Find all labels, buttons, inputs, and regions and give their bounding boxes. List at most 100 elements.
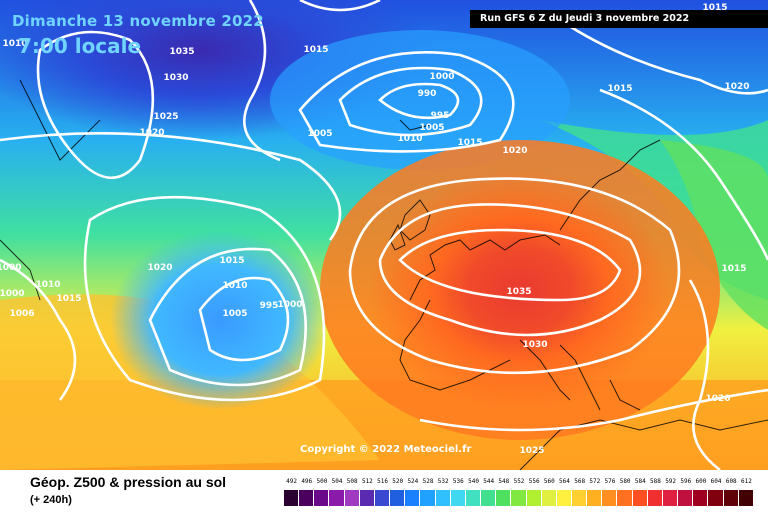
pressure-label: 1015 — [702, 3, 728, 13]
legend-value: 552 — [513, 478, 525, 485]
run-info: Run GFS 6 Z du Jeudi 3 novembre 2022 — [470, 10, 768, 28]
legend-swatch — [647, 490, 663, 506]
color-legend: 492 496 500 504 508 512 516 520 524 528 532 536 540 5… — [284, 478, 754, 512]
pressure-label: 1015 — [303, 45, 329, 55]
pressure-label: 1005 — [307, 129, 333, 139]
legend-value: 520 — [392, 478, 404, 485]
legend-swatch — [359, 490, 375, 506]
legend-swatch — [314, 490, 330, 506]
legend-value: 544 — [483, 478, 495, 485]
legend-swatch — [390, 490, 406, 506]
legend-swatch — [299, 490, 315, 506]
pressure-label: 1000 — [429, 72, 455, 82]
pressure-label: 1025 — [519, 446, 545, 456]
legend-value: 596 — [680, 478, 692, 485]
legend-value: 548 — [498, 478, 510, 485]
pressure-label: 1015 — [457, 138, 483, 148]
legend-swatch — [541, 490, 557, 506]
legend-value: 528 — [422, 478, 434, 485]
legend-value: 584 — [634, 478, 646, 485]
pressure-label: 1020 — [139, 128, 165, 138]
pressure-label: 1015 — [607, 84, 633, 94]
pressure-label: 1015 — [721, 264, 747, 274]
legend-swatch — [511, 490, 527, 506]
legend-swatch — [617, 490, 633, 506]
pressure-label: 1015 — [56, 294, 82, 304]
pressure-label: 1000 — [0, 289, 25, 299]
pressure-label: 1035 — [506, 287, 532, 297]
pressure-label: 1020 — [705, 394, 731, 404]
legend-swatch — [465, 490, 482, 506]
legend-value: 600 — [695, 478, 707, 485]
legend-swatch — [435, 490, 451, 506]
pressure-label: 1020 — [502, 146, 528, 156]
pressure-label: 1020 — [724, 82, 750, 92]
pressure-label: 1006 — [9, 309, 35, 319]
legend-value: 560 — [543, 478, 555, 485]
legend-value: 612 — [740, 478, 752, 485]
legend-swatch — [420, 490, 436, 506]
legend-value: 608 — [725, 478, 737, 485]
forecast-time: 7:00 locale — [18, 34, 142, 58]
legend-swatch — [284, 490, 300, 506]
pressure-label: 1005 — [419, 123, 445, 133]
legend-value: 532 — [437, 478, 449, 485]
pressure-label: 1025 — [153, 112, 179, 122]
legend-value: 492 — [286, 478, 297, 485]
forecast-range: (+ 240h) — [30, 494, 72, 506]
legend-value: 568 — [574, 478, 586, 485]
legend-swatch — [738, 490, 754, 506]
pressure-label: 995 — [430, 111, 450, 121]
legend-swatch — [708, 490, 724, 506]
legend-value: 516 — [377, 478, 388, 485]
pressure-label: 1010 — [397, 134, 423, 144]
geopotential-field — [0, 0, 768, 470]
pressure-label: 1030 — [163, 73, 189, 83]
copyright-text: Copyright © 2022 Meteociel.fr — [300, 444, 472, 455]
legend-swatch — [587, 490, 603, 506]
legend-swatch — [632, 490, 648, 506]
legend-swatch — [678, 490, 694, 506]
legend-swatch — [662, 490, 679, 506]
pressure-label: 990 — [417, 89, 437, 99]
forecast-date: Dimanche 13 novembre 2022 — [12, 12, 264, 30]
pressure-label: 1000 — [277, 300, 303, 310]
legend-swatch — [723, 490, 739, 506]
pressure-label: 995 — [259, 301, 279, 311]
legend-value: 576 — [604, 478, 616, 485]
legend-labels: 492 496 500 504 508 512 516 520 524 528 532 536 540 5… — [284, 478, 754, 488]
legend-value: 504 — [331, 478, 343, 485]
legend-bar — [284, 490, 754, 506]
legend-swatch — [602, 490, 618, 506]
legend-swatch — [405, 490, 421, 506]
legend-swatch — [481, 490, 497, 506]
legend-swatch — [496, 490, 512, 506]
pressure-label: 1010 — [35, 280, 61, 290]
legend-swatch — [374, 490, 391, 506]
weather-map — [0, 0, 768, 470]
legend-value: 564 — [559, 478, 570, 485]
pressure-label: 1010 — [222, 281, 248, 291]
legend-swatch — [329, 490, 345, 506]
legend-swatch — [344, 490, 360, 506]
legend-value: 536 — [452, 478, 464, 485]
legend-swatch — [556, 490, 572, 506]
legend-swatch — [450, 490, 466, 506]
legend-value: 496 — [301, 478, 313, 485]
legend-value: 592 — [665, 478, 677, 485]
legend-swatch — [693, 490, 709, 506]
pressure-label: 1015 — [219, 256, 245, 266]
legend-value: 500 — [316, 478, 328, 485]
legend-value: 524 — [407, 478, 419, 485]
footer: Géop. Z500 & pression au sol (+ 240h) 49… — [0, 470, 768, 512]
map-title: Géop. Z500 & pression au sol — [30, 474, 227, 490]
legend-value: 580 — [619, 478, 631, 485]
legend-value: 588 — [650, 478, 661, 485]
pressure-label: 1005 — [222, 309, 248, 319]
pressure-label: 1010 — [2, 39, 28, 49]
legend-swatch — [526, 490, 542, 506]
pressure-label: 1020 — [147, 263, 173, 273]
legend-value: 512 — [361, 478, 373, 485]
legend-value: 572 — [589, 478, 601, 485]
pressure-label: 1035 — [169, 47, 195, 57]
